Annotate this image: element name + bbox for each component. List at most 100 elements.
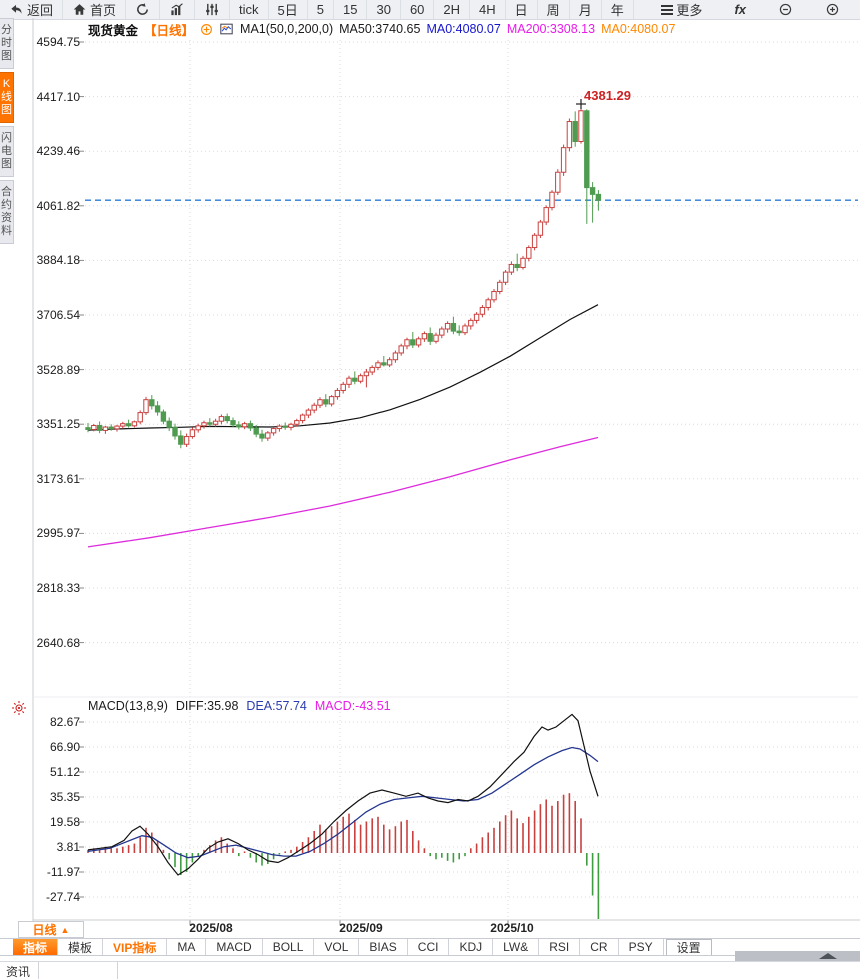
sidebar-tab-kline-chart[interactable]: K线图 <box>0 72 14 123</box>
price-axis-label: 4061.82 <box>36 198 80 213</box>
macd-axis-label: 82.67 <box>49 715 80 729</box>
sidebar-tab-contract-info[interactable]: 合约资料 <box>0 180 14 244</box>
back-label: 返回 <box>27 3 54 18</box>
timeframe-button[interactable]: 2H <box>434 0 471 19</box>
triangle-up-icon: ▲ <box>60 924 70 935</box>
zoom-out-button[interactable] <box>764 0 807 19</box>
period-selector-label: 日线 <box>32 923 57 937</box>
sliders-icon <box>206 3 218 16</box>
toolbar-right-group: 更多 fx <box>647 0 860 19</box>
macd-header: MACD(13,8,9) DIFF:35.98 DEA:57.74 MACD:-… <box>88 699 391 713</box>
indicator-settings-button[interactable] <box>195 0 231 19</box>
panel-expand-handle[interactable] <box>735 951 860 961</box>
more-label: 更多 <box>676 3 703 18</box>
formula-button[interactable]: fx <box>720 0 760 19</box>
timeframe-button[interactable]: 5日 <box>269 0 308 19</box>
timeframe-label: 年 <box>610 3 624 18</box>
price-axis-label: 4417.10 <box>36 89 80 104</box>
sun-icon <box>12 701 26 715</box>
tab-bias[interactable]: BIAS <box>359 939 408 955</box>
more-button[interactable]: 更多 <box>647 0 716 19</box>
tab-ma[interactable]: MA <box>167 939 207 955</box>
macd-axis-label: 35.35 <box>49 790 80 804</box>
top-toolbar: 返回 首页 tick 5日 5 15 30 60 2H 4H 日 周 月 年 更… <box>0 0 860 20</box>
back-button[interactable]: 返回 <box>0 0 64 19</box>
price-axis-label: 3351.25 <box>36 417 80 432</box>
indicator-toolbar: 指标 模板 VIP指标 MA MACD BOLL VOL BIAS CCI KD… <box>0 938 860 956</box>
timeframe-button[interactable]: 15 <box>334 0 368 19</box>
refresh-button[interactable] <box>126 0 161 19</box>
timeframe-button[interactable]: 60 <box>401 0 435 19</box>
bottom-tab-bar: 资讯 <box>0 961 860 979</box>
tab-news[interactable]: 资讯 <box>0 962 39 979</box>
macd-diff-value: DIFF:35.98 <box>175 699 239 713</box>
zoom-in-button[interactable] <box>811 0 854 19</box>
tab-vip-indicator[interactable]: VIP指标 <box>103 939 168 955</box>
price-axis-label: 3173.61 <box>36 471 80 486</box>
x-axis-month-label: 2025/10 <box>490 921 534 935</box>
tab-cci[interactable]: CCI <box>408 939 450 955</box>
indicator-settings-sun[interactable] <box>11 700 27 721</box>
zoom-out-icon <box>779 3 792 16</box>
footer-divider <box>39 962 118 979</box>
period-selector[interactable]: 日线 ▲ <box>18 921 84 938</box>
timeframe-button[interactable]: 日 <box>506 0 538 19</box>
timeframe-label: 5 <box>316 2 324 17</box>
tab-cr[interactable]: CR <box>580 939 619 955</box>
fx-icon: fx <box>734 2 746 17</box>
price-axis-label: 2995.97 <box>36 526 80 541</box>
home-button[interactable]: 首页 <box>63 0 127 19</box>
timeframe-button[interactable]: 周 <box>538 0 570 19</box>
timeframe-label: 4H <box>479 2 496 17</box>
mini-chart-icon[interactable] <box>219 22 234 36</box>
tab-indicator[interactable]: 指标 <box>13 939 59 955</box>
chart-type-button[interactable] <box>160 0 196 19</box>
timeframe-label: 2H <box>443 2 461 17</box>
tab-macd[interactable]: MACD <box>206 939 263 955</box>
ma0-blue-value: MA0:4080.07 <box>426 22 501 36</box>
timeframe-button[interactable]: tick <box>230 0 269 19</box>
timeframe-label: 5日 <box>277 3 298 18</box>
left-sidebar: 分时图 K线图 闪电图 合约资料 <box>0 18 15 247</box>
tab-rsi[interactable]: RSI <box>539 939 581 955</box>
symbol-name: 现货黄金 <box>88 23 139 38</box>
timeframe-label: 30 <box>376 2 391 17</box>
tab-kdj[interactable]: KDJ <box>449 939 494 955</box>
home-label: 首页 <box>90 3 117 18</box>
sidebar-tab-time-chart[interactable]: 分时图 <box>0 18 14 69</box>
macd-axis-label: 51.12 <box>49 765 80 779</box>
price-axis-label: 3706.54 <box>36 308 80 322</box>
macd-axis-label: 3.81 <box>56 840 80 854</box>
price-axis-label: 3884.18 <box>36 253 80 268</box>
circle-plus-icon[interactable] <box>200 23 213 36</box>
ma-settings: MA1(50,0,200,0) <box>240 22 334 36</box>
timeframe-button[interactable]: 30 <box>367 0 401 19</box>
timeframe-button[interactable]: 5 <box>308 0 334 19</box>
timeframe-label: 周 <box>546 3 560 18</box>
tab-settings[interactable]: 设置 <box>665 939 712 955</box>
timeframe-label: 月 <box>578 3 592 18</box>
macd-axis-label: 19.58 <box>49 815 80 829</box>
tab-template[interactable]: 模板 <box>58 939 104 955</box>
macd-name: MACD(13,8,9) <box>88 699 168 713</box>
price-axis-label: 4594.75 <box>36 35 80 49</box>
refresh-icon <box>137 3 148 15</box>
tab-boll[interactable]: BOLL <box>263 939 315 955</box>
timeframe-label: 60 <box>409 2 425 17</box>
tab-vol[interactable]: VOL <box>314 939 360 955</box>
tab-psy[interactable]: PSY <box>619 939 664 955</box>
timeframe-button[interactable]: 年 <box>602 0 634 19</box>
timeframe-label: 日 <box>514 3 528 18</box>
sidebar-tab-flash-chart[interactable]: 闪电图 <box>0 126 14 177</box>
timeframe-button[interactable]: 4H <box>470 0 506 19</box>
macd-dea-value: DEA:57.74 <box>246 699 307 713</box>
x-axis-month-label: 2025/08 <box>189 921 233 935</box>
macd-axis-label: -11.97 <box>46 865 80 879</box>
ma0-orange-value: MA0:4080.07 <box>601 22 676 36</box>
price-axis-label: 2640.68 <box>36 635 80 650</box>
macd-axis-label: 66.90 <box>49 740 80 754</box>
timeframe-button[interactable]: 月 <box>570 0 602 19</box>
tab-lw[interactable]: LW& <box>493 939 540 955</box>
